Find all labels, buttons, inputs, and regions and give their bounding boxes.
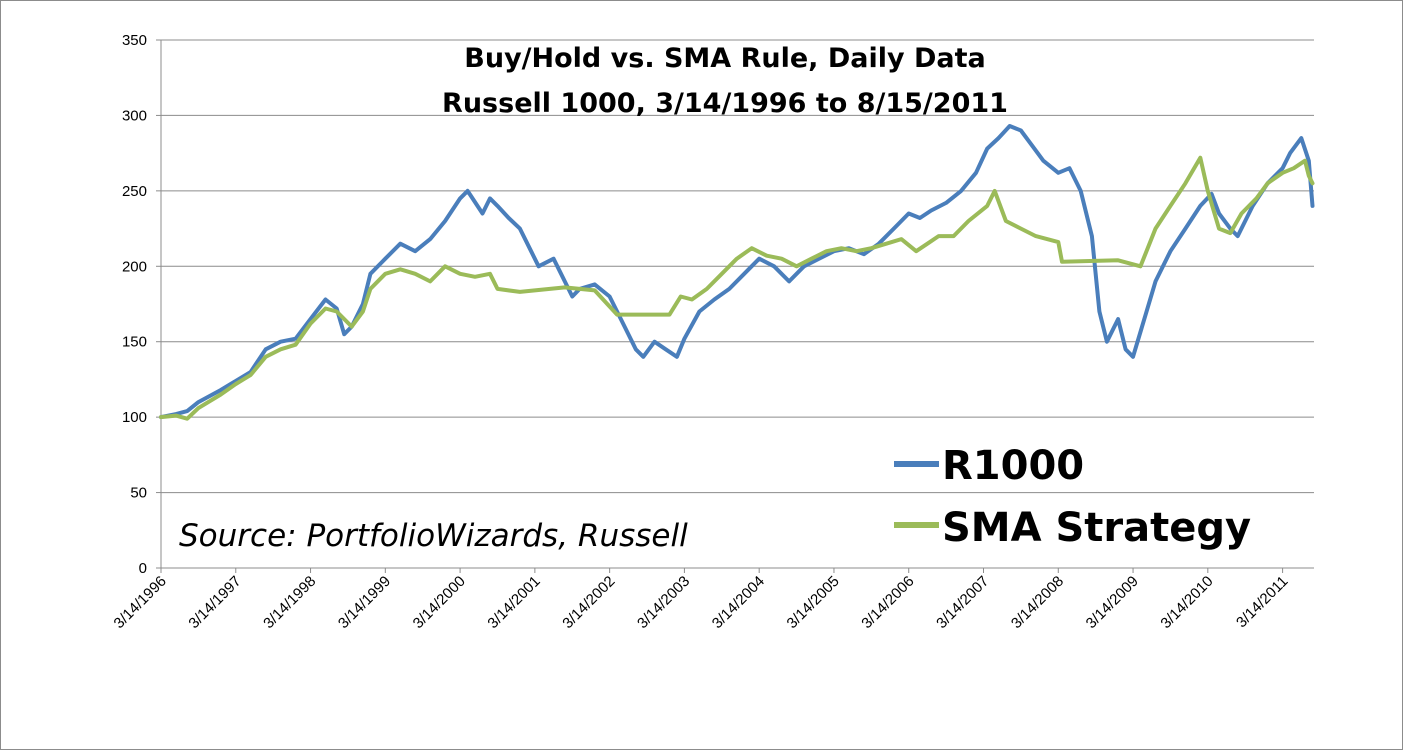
x-tick-label-5: 3/14/2001 <box>484 573 543 632</box>
x-tick-label-12: 3/14/2008 <box>1008 573 1067 632</box>
chart-title-line-1: Buy/Hold vs. SMA Rule, Daily Data <box>464 43 985 74</box>
y-tick-label-300: 300 <box>122 107 147 124</box>
x-tick-labels: 3/14/1996 3/14/1997 3/14/1998 3/14/1999 3/14… <box>111 568 1291 632</box>
y-tick-label-50: 50 <box>130 485 147 502</box>
legend-label-sma-strategy: SMA Strategy <box>942 505 1251 551</box>
x-tick-label-15: 3/14/2011 <box>1233 573 1291 631</box>
y-tick-label-100: 100 <box>122 409 147 426</box>
x-tick-label-4: 3/14/2000 <box>410 573 469 632</box>
series-line-r1000 <box>159 124 1315 420</box>
x-tick-label-7: 3/14/2003 <box>634 573 693 632</box>
y-tick-labels: 0 50 100 150 200 250 300 350 <box>122 32 161 577</box>
y-tick-label-250: 250 <box>122 183 147 200</box>
series-line-sma-strategy <box>159 155 1315 421</box>
legend: R1000 SMA Strategy <box>894 443 1251 551</box>
x-tick-label-11: 3/14/2007 <box>933 573 992 632</box>
y-tick-label-350: 350 <box>122 32 147 49</box>
gridlines <box>161 39 1314 494</box>
x-tick-label-14: 3/14/2010 <box>1157 573 1216 632</box>
series-lines <box>159 124 1315 421</box>
source-annotation: Source: PortfolioWizards, Russell <box>179 518 688 554</box>
y-tick-label-200: 200 <box>122 258 147 275</box>
y-tick-label-0: 0 <box>139 560 147 577</box>
x-tick-label-9: 3/14/2005 <box>784 573 843 632</box>
y-tick-label-150: 150 <box>122 334 147 351</box>
x-tick-label-10: 3/14/2006 <box>858 573 917 632</box>
x-tick-label-13: 3/14/2009 <box>1083 573 1142 632</box>
chart-title-line-2: Russell 1000, 3/14/1996 to 8/15/2011 <box>442 88 1008 119</box>
x-tick-label-0: 3/14/1996 <box>111 573 170 632</box>
x-tick-label-3: 3/14/1999 <box>335 573 394 632</box>
x-tick-label-8: 3/14/2004 <box>709 573 768 632</box>
x-tick-label-6: 3/14/2002 <box>559 573 618 632</box>
x-tick-label-2: 3/14/1998 <box>260 573 319 632</box>
legend-label-r1000: R1000 <box>942 443 1084 489</box>
x-tick-label-1: 3/14/1997 <box>185 573 244 632</box>
